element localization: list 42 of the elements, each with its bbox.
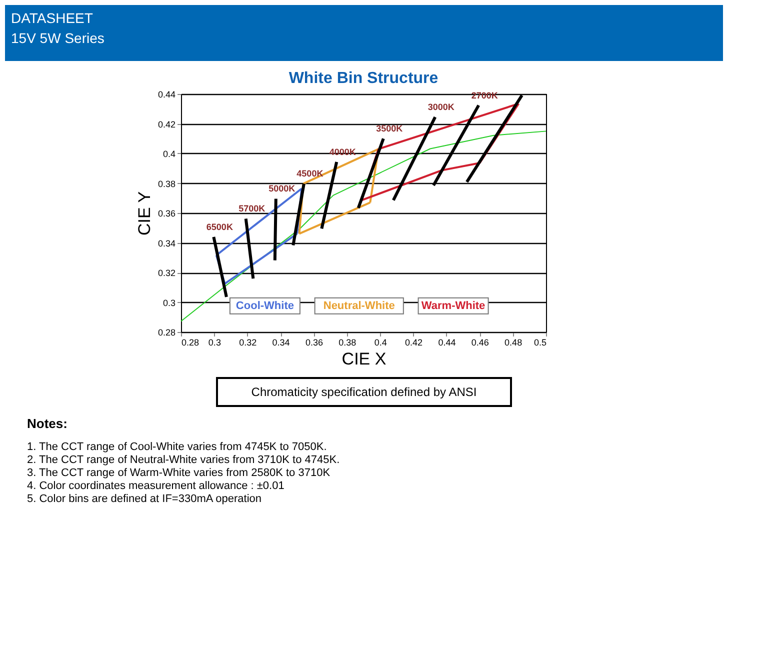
annotation: Cool-White: [236, 300, 294, 312]
x-axis-title: CIE X: [342, 350, 386, 368]
y-tick-label: 0.4: [162, 149, 176, 159]
annotation: Warm-White: [421, 300, 486, 312]
annotation: Neutral-White: [323, 300, 395, 312]
text: 5. Color bins are defined at IF=330mA operation: [27, 493, 262, 505]
chart-title: White Bin Structure: [288, 70, 438, 87]
text: 4. Color coordinates measurement allowance : ±0.01: [27, 480, 284, 492]
y-tick-label: 0.38: [158, 178, 176, 189]
x-tick-label: 0.48: [504, 338, 522, 348]
text: Notes:: [27, 416, 68, 431]
text: 1. The CCT range of Cool-White varies from 4745K to 7050K.: [27, 441, 327, 453]
annotation: 5700K: [238, 204, 266, 214]
x-tick-label: 0.5: [534, 338, 546, 348]
x-tick-label: 0.32: [239, 338, 257, 348]
text: 2. The CCT range of Neutral-White varies from 3710K to 4745K.: [27, 454, 340, 466]
y-tick-label: 0.28: [158, 328, 176, 338]
x-tick-label: 0.4: [374, 338, 387, 348]
annotation: 3500K: [376, 124, 404, 134]
y-tick-label: 0.42: [158, 119, 176, 130]
text: Chromaticity specification defined by ANSI: [251, 385, 477, 399]
y-tick-label: 0.3: [162, 298, 176, 308]
annotation: 6500K: [206, 222, 234, 232]
annotation: 5000K: [268, 184, 296, 194]
annotation: 4500K: [296, 168, 324, 179]
x-tick-label: 0.44: [438, 338, 456, 348]
x-tick-label: 0.34: [272, 338, 290, 348]
x-tick-label: 0.42: [405, 338, 423, 348]
text: DATASHEET: [11, 10, 94, 26]
y-tick-label: 0.36: [158, 208, 176, 218]
x-tick-label: 0.38: [338, 338, 356, 348]
text: 15V 5W Series: [11, 30, 104, 46]
y-tick-label: 0.34: [158, 238, 176, 248]
y-axis-title: CIE Y: [134, 191, 154, 236]
x-tick-label: 0.46: [471, 338, 489, 348]
x-tick-label: 0.28: [182, 338, 200, 348]
y-tick-label: 0.32: [158, 268, 176, 278]
text: 3. The CCT range of Warm-White varies from 2580K to 3710K: [27, 467, 331, 479]
annotation: 3000K: [428, 102, 455, 112]
x-tick-label: 0.36: [305, 338, 323, 348]
x-tick-label: 0.3: [208, 338, 221, 348]
y-tick-label: 0.44: [158, 90, 176, 100]
